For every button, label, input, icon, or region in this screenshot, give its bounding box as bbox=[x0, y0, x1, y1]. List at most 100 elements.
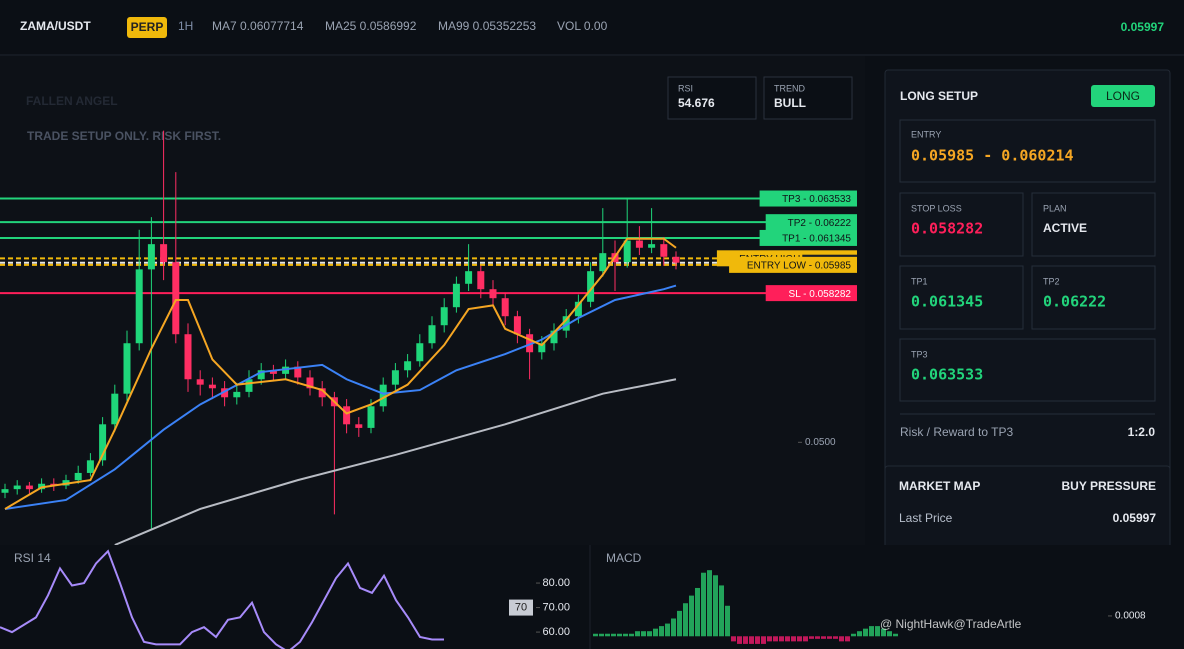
macd-bar bbox=[869, 626, 874, 637]
stop-value: 0.058282 bbox=[911, 220, 983, 238]
macd-bar bbox=[845, 636, 850, 642]
candle-body bbox=[99, 424, 107, 461]
plan-card bbox=[1031, 192, 1156, 257]
macd-bar bbox=[671, 618, 676, 637]
candle-body bbox=[635, 240, 643, 248]
ma25: MA25 0.0586992 bbox=[325, 19, 417, 33]
macd-bar bbox=[665, 623, 670, 637]
macd-bar bbox=[875, 626, 880, 637]
level-box bbox=[509, 599, 533, 616]
macd-bar bbox=[797, 636, 802, 642]
candle-body bbox=[318, 388, 326, 398]
ma7: MA7 0.06077714 bbox=[212, 19, 304, 33]
candle-body bbox=[343, 406, 351, 425]
candle-body bbox=[172, 262, 180, 335]
macd-bar bbox=[881, 628, 886, 637]
level-label: TP3 - 0.063533 bbox=[782, 194, 851, 205]
credit-watermark: @ NightHawk@TradeArtle bbox=[880, 617, 1022, 631]
y-tick-label: 60.00 bbox=[542, 626, 570, 638]
candle-body bbox=[135, 269, 143, 344]
y-tick-label: 70.00 bbox=[542, 601, 570, 613]
macd-bar bbox=[857, 631, 862, 637]
candle-body bbox=[196, 379, 204, 385]
market-map-status: BUY PRESSURE bbox=[1062, 479, 1156, 493]
macd-bar bbox=[599, 633, 604, 637]
candle-body bbox=[465, 271, 473, 284]
macd-bar bbox=[761, 636, 766, 644]
macd-title: MACD bbox=[606, 551, 642, 565]
level-tag bbox=[759, 229, 857, 246]
moving-average bbox=[114, 378, 677, 546]
long-badge: LONG bbox=[1106, 89, 1140, 103]
level-label: ENTRY LOW - 0.05985 bbox=[747, 261, 852, 272]
candle-body bbox=[233, 391, 241, 398]
macd-bar bbox=[749, 636, 754, 644]
macd-bar bbox=[695, 587, 700, 637]
rsi-line bbox=[0, 549, 444, 649]
rsi-title: RSI 14 bbox=[14, 551, 51, 565]
candle-body bbox=[13, 485, 21, 490]
candle-body bbox=[648, 244, 656, 248]
candle-body bbox=[111, 393, 119, 425]
macd-bar bbox=[815, 636, 820, 639]
candle-body bbox=[428, 325, 436, 344]
candle-body bbox=[269, 370, 277, 374]
candle-body bbox=[294, 366, 302, 378]
tp2-value: 0.06222 bbox=[1043, 293, 1106, 311]
watermark-subtitle: TRADE SETUP ONLY. RISK FIRST. bbox=[27, 129, 221, 143]
candle-body bbox=[306, 377, 314, 389]
macd-bar bbox=[725, 605, 730, 637]
candle-body bbox=[74, 472, 82, 481]
macd-bar bbox=[677, 610, 682, 637]
badge: PERP bbox=[131, 20, 164, 34]
macd-bar bbox=[863, 628, 868, 637]
badge-bg bbox=[127, 17, 167, 38]
candle-body bbox=[391, 370, 399, 385]
macd-chart: 0.0008 bbox=[593, 570, 1146, 644]
chart-area bbox=[0, 56, 865, 545]
y-tick-label: 0.0008 bbox=[1115, 611, 1146, 622]
candle-body bbox=[562, 316, 570, 331]
candle-body bbox=[440, 307, 448, 326]
candle-body bbox=[599, 253, 607, 272]
tp3-label: TP3 bbox=[911, 349, 928, 359]
setup-title: LONG SETUP bbox=[900, 89, 978, 103]
candle-body bbox=[147, 244, 155, 270]
candle-body bbox=[489, 289, 497, 299]
tp1-value: 0.061345 bbox=[911, 293, 983, 311]
tp3-value: 0.063533 bbox=[911, 366, 983, 384]
macd-bar bbox=[713, 575, 718, 637]
macd-bar bbox=[737, 636, 742, 644]
candle-body bbox=[587, 271, 595, 302]
candle-body bbox=[477, 271, 485, 290]
macd-bar bbox=[743, 636, 748, 644]
y-tick-label: 80.00 bbox=[542, 577, 570, 589]
candle-body bbox=[245, 379, 253, 392]
plan-value: ACTIVE bbox=[1043, 221, 1087, 235]
macd-bar bbox=[611, 633, 616, 637]
candle-body bbox=[501, 298, 509, 317]
candle-body bbox=[208, 384, 216, 389]
candle-body bbox=[404, 361, 412, 371]
rsi-box bbox=[667, 76, 757, 120]
level-tag bbox=[759, 190, 857, 207]
macd-bar bbox=[887, 631, 892, 637]
macd-bar bbox=[641, 631, 646, 637]
tp2-label: TP2 bbox=[1043, 276, 1060, 286]
macd-bar bbox=[803, 636, 808, 642]
candle-body bbox=[282, 366, 290, 374]
macd-bar bbox=[683, 603, 688, 637]
macd-bar bbox=[755, 636, 760, 644]
candle-body bbox=[672, 256, 680, 263]
rr-value: 1:2.0 bbox=[1128, 425, 1156, 439]
macd-bar bbox=[851, 633, 856, 637]
macd-bar bbox=[791, 636, 796, 642]
macd-bar bbox=[707, 570, 712, 637]
macd-bar bbox=[767, 636, 772, 642]
tp3-card bbox=[899, 338, 1156, 402]
tp2-card bbox=[1031, 265, 1156, 330]
macd-bar bbox=[689, 595, 694, 637]
candle-body bbox=[379, 384, 387, 407]
macd-bar bbox=[629, 633, 634, 637]
candle-body bbox=[184, 334, 192, 380]
